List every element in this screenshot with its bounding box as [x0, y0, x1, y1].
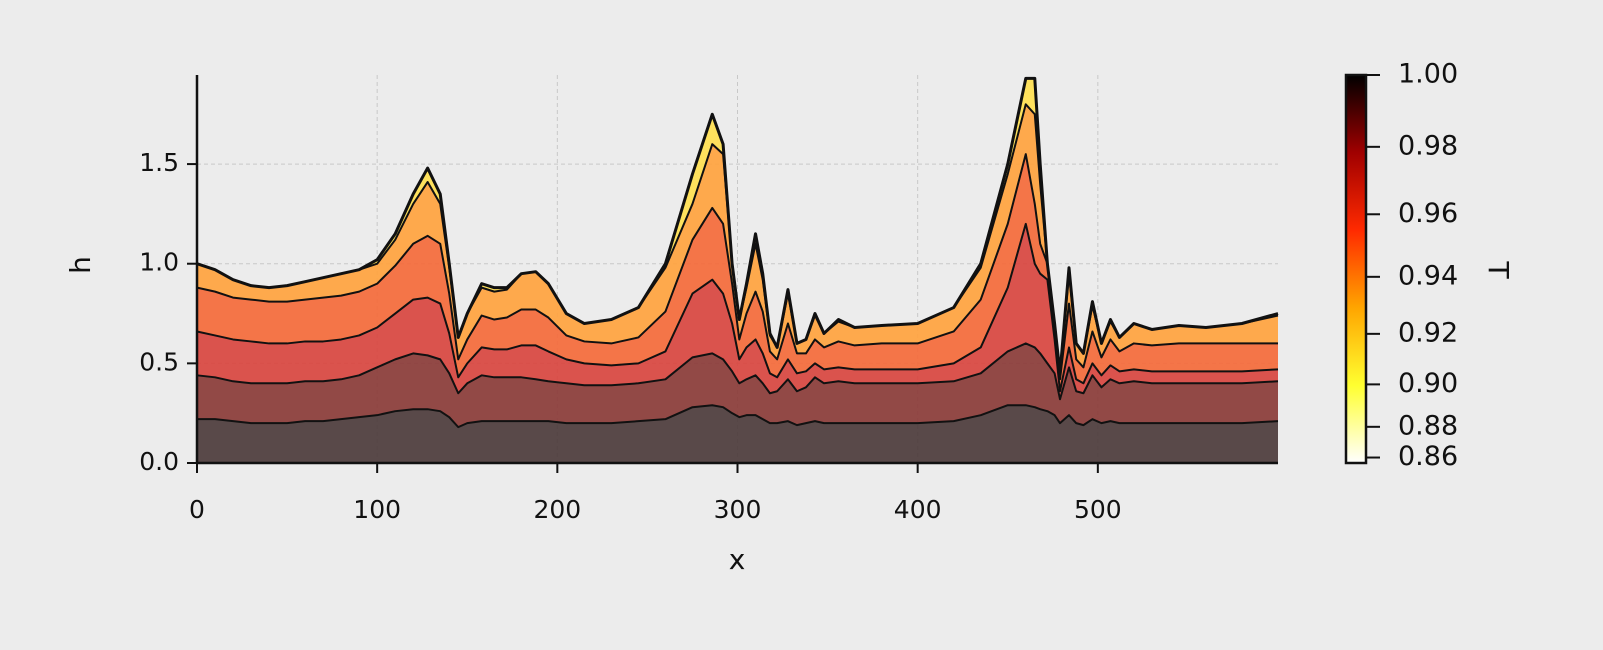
layer-line: [196, 342, 1279, 401]
band-fill: [197, 343, 1278, 428]
layer-line: [196, 222, 1279, 393]
band-fill: [197, 223, 1278, 400]
y-tick-label: 0.5: [139, 347, 179, 376]
colorbar-tick-label: 0.94: [1398, 260, 1458, 291]
axes: 0 100 200 300 400 500 0.0 0.5 1.0 1.5: [139, 75, 1278, 524]
colorbar-tick-label: 0.86: [1398, 441, 1458, 472]
colorbar-tick-label: 0.98: [1398, 130, 1458, 161]
y-tick-label: 0.0: [139, 447, 179, 476]
x-tick-label: 200: [533, 495, 581, 524]
layer-line: [196, 76, 1279, 375]
colorbar-tick-label: 0.88: [1398, 410, 1458, 441]
band-fill: [197, 154, 1278, 392]
x-tick-label: 100: [353, 495, 401, 524]
x-tick-label: 0: [189, 495, 205, 524]
x-tick-label: 500: [1074, 495, 1122, 524]
colorbar-tick-label: 0.96: [1398, 198, 1458, 229]
band-fill: [197, 405, 1278, 463]
colorbar-tick-label: 0.90: [1398, 368, 1458, 399]
lines: [196, 76, 1279, 429]
y-tick-label: 1.5: [139, 148, 179, 177]
y-axis-label: h: [64, 256, 97, 274]
y-tick-label: 1.0: [139, 248, 179, 277]
layer-line: [196, 153, 1278, 381]
colorbar: [1344, 73, 1368, 465]
colorbar-tick-label: 1.00: [1398, 59, 1458, 90]
colorbar-tick-label: 0.92: [1398, 317, 1458, 348]
x-axis-label: x: [729, 543, 746, 576]
colorbar-label: T: [1482, 260, 1515, 279]
layer-line: [197, 404, 1279, 429]
x-tick-label: 300: [714, 495, 762, 524]
x-tick-label: 400: [894, 495, 942, 524]
